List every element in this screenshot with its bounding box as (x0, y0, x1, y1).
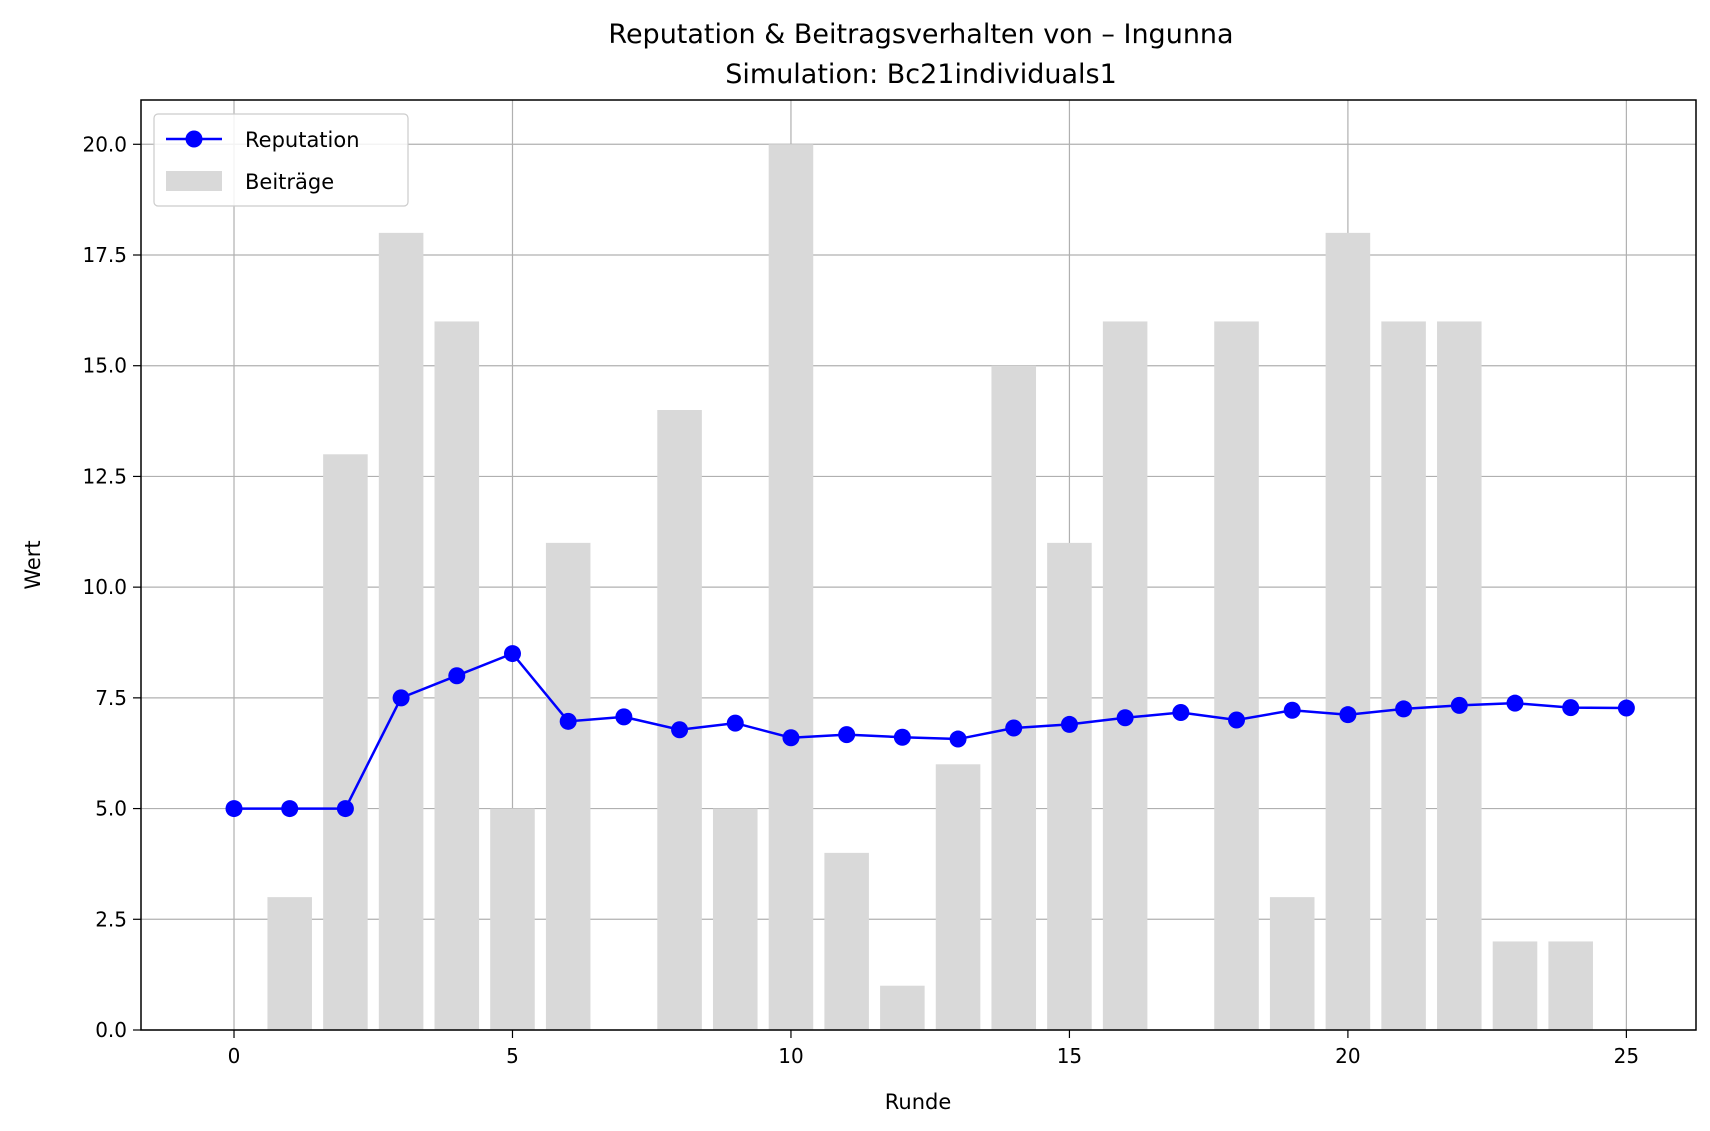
bar-beitraege (935, 764, 981, 1030)
point-reputation (1060, 715, 1078, 733)
point-reputation (949, 730, 967, 748)
x-axis-label: Runde (885, 1090, 952, 1114)
point-reputation (1283, 701, 1301, 719)
y-tick-label: 17.5 (82, 243, 127, 267)
point-reputation (615, 708, 633, 726)
y-tick-label: 15.0 (82, 354, 127, 378)
point-reputation (1116, 709, 1134, 727)
point-reputation (1506, 694, 1524, 712)
point-reputation (336, 800, 354, 818)
legend: Reputation Beiträge (153, 113, 409, 207)
bar-beitraege (1548, 941, 1593, 1030)
y-tick-label: 12.5 (82, 464, 127, 488)
point-reputation (1395, 700, 1413, 718)
bar-series (267, 144, 1593, 1031)
point-reputation (448, 667, 466, 685)
bar-beitraege (1047, 542, 1092, 1030)
point-reputation (281, 800, 299, 818)
x-tick-label: 25 (1614, 1044, 1639, 1068)
line-series (225, 645, 1635, 818)
point-reputation (1562, 699, 1580, 717)
bar-beitraege (378, 232, 424, 1030)
bar-beitraege (657, 410, 702, 1030)
point-reputation (1617, 699, 1635, 717)
y-tick-label: 7.5 (95, 686, 127, 710)
bar-beitraege (880, 985, 925, 1030)
line-reputation (234, 652, 1627, 810)
point-reputation (893, 728, 911, 746)
point-reputation (1339, 706, 1357, 724)
x-tick-label: 10 (778, 1044, 803, 1068)
y-tick-label: 5.0 (95, 797, 127, 821)
x-tick-label: 5 (506, 1044, 519, 1068)
point-reputation (838, 726, 856, 744)
bar-beitraege (1437, 321, 1482, 1030)
y-axis-label: Wert (21, 540, 45, 589)
point-reputation (392, 689, 410, 707)
point-reputation (726, 714, 744, 732)
bar-beitraege (991, 365, 1037, 1030)
bar-beitraege (323, 454, 368, 1030)
bar-beitraege (768, 144, 814, 1031)
point-reputation (1005, 719, 1023, 737)
point-reputation (503, 645, 521, 663)
chart-title: Reputation & Beitragsverhalten von – Ing… (608, 19, 1233, 50)
axis-ticks: 0 5 10 15 20 25 0.0 2.5 5.0 7.5 10.0 12.5 15.0 17.5 20… (82, 132, 1639, 1068)
point-reputation (1450, 696, 1468, 714)
plot-frame (140, 99, 1697, 1031)
bar-beitraege (712, 808, 758, 1030)
point-reputation (671, 721, 689, 739)
bar-beitraege (267, 897, 312, 1030)
x-tick-label: 20 (1335, 1044, 1360, 1068)
bar-beitraege (1492, 941, 1538, 1030)
point-reputation (559, 712, 577, 730)
x-tick-label: 15 (1057, 1044, 1082, 1068)
bar-beitraege (1381, 321, 1426, 1030)
bar-beitraege (824, 852, 869, 1030)
point-reputation (1228, 711, 1246, 729)
x-tick-label: 0 (228, 1044, 241, 1068)
point-reputation (225, 800, 243, 818)
legend-label-beitraege: Beiträge (245, 170, 334, 194)
legend-marker-swatch (185, 130, 203, 148)
y-tick-label: 0.0 (95, 1018, 127, 1042)
bar-beitraege (490, 808, 535, 1030)
chart-subtitle: Simulation: Bc21individuals1 (725, 59, 1117, 90)
y-tick-label: 20.0 (82, 132, 127, 156)
legend-label-reputation: Reputation (245, 128, 360, 152)
bar-beitraege (1214, 321, 1259, 1030)
legend-bar-swatch (166, 171, 222, 191)
bar-beitraege (1325, 232, 1371, 1030)
bar-beitraege (545, 542, 591, 1030)
point-reputation (782, 729, 800, 747)
bar-beitraege (1269, 897, 1315, 1030)
point-reputation (1172, 703, 1190, 721)
y-tick-label: 10.0 (82, 575, 127, 599)
bar-beitraege (1102, 321, 1148, 1030)
y-tick-label: 2.5 (95, 907, 127, 931)
